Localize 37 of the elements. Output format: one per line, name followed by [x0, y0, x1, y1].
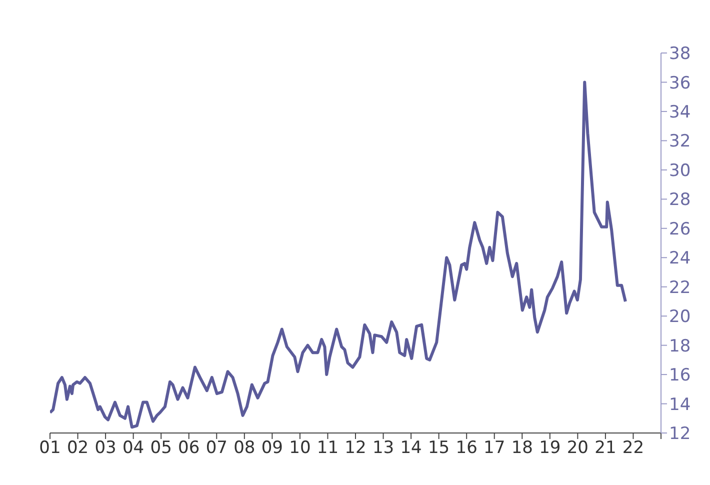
y-tick-label: 34	[669, 102, 691, 122]
x-tick-label: 01	[39, 438, 61, 458]
y-tick-label: 16	[669, 366, 691, 386]
y-tick-label: 20	[669, 307, 691, 328]
y-tick-label: 38	[669, 44, 691, 64]
x-tick-label: 03	[94, 438, 116, 458]
x-tick-label: 21	[594, 438, 616, 458]
line-series	[50, 80, 627, 429]
y-tick-label: 32	[669, 132, 691, 152]
x-tick-label: 18	[511, 438, 533, 458]
x-tick-label: 04	[122, 438, 144, 458]
y-tick-label: 24	[669, 248, 691, 269]
y-tick-label: 30	[669, 160, 691, 181]
x-tick-label: 19	[539, 438, 561, 458]
x-tick-label: 07	[206, 438, 228, 458]
y-tick-label: 18	[669, 336, 691, 356]
x-tick-label: 10	[289, 438, 311, 458]
x-tick-label: 12	[344, 438, 366, 458]
x-tick-label: 02	[66, 438, 89, 458]
x-tick-label: 13	[372, 438, 394, 458]
x-tick-label: 20	[566, 438, 588, 458]
y-tick-label: 22	[669, 278, 691, 298]
x-tick-label: 05	[150, 438, 172, 458]
y-tick-label: 12	[669, 424, 691, 444]
x-tick-label: 08	[234, 438, 256, 458]
x-tick-label: 16	[456, 438, 478, 458]
y-tick-label: 28	[669, 190, 691, 210]
y-tick-label: 14	[669, 394, 691, 415]
x-tick-label: 17	[484, 438, 506, 458]
x-tick-label: 14	[400, 438, 422, 458]
x-tick-label: 22	[622, 438, 644, 458]
x-tick-label: 06	[178, 438, 200, 458]
x-tick-label: 15	[428, 438, 450, 458]
y-tick-label: 26	[669, 219, 691, 240]
x-tick-label: 11	[316, 438, 339, 458]
y-tick-label: 36	[669, 73, 691, 94]
x-tick-label: 09	[261, 438, 283, 458]
